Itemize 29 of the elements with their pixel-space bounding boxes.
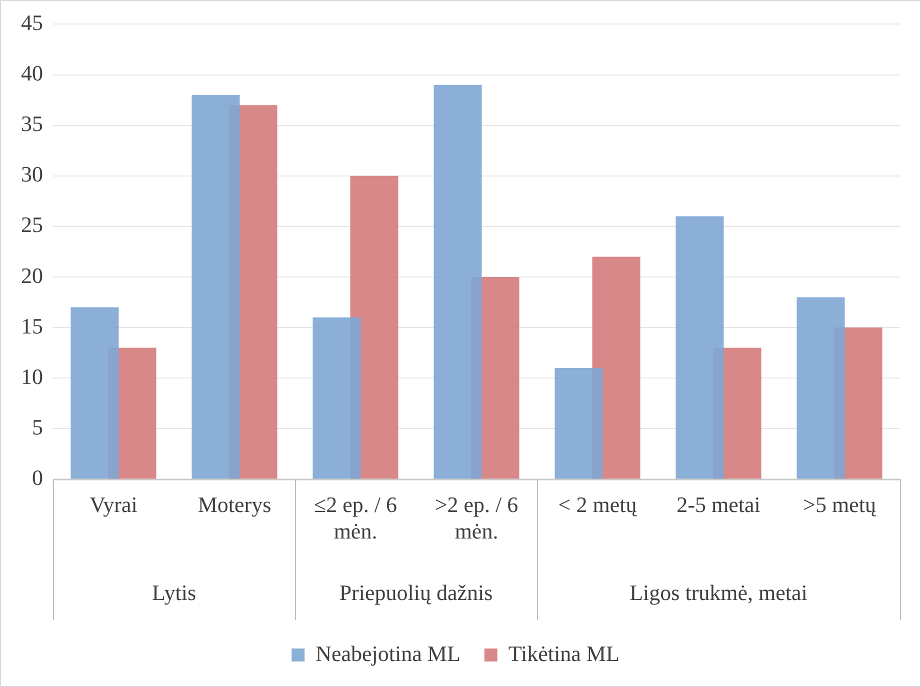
bar xyxy=(312,317,361,479)
bar xyxy=(192,94,240,479)
x-tick-label: >2 ep. / 6 mėn. xyxy=(434,492,518,544)
x-tick-label: Moterys xyxy=(198,492,272,518)
x-tick-label: 2-5 metai xyxy=(676,492,760,518)
text: Ligos trukmė, metai xyxy=(630,580,808,605)
bar xyxy=(70,307,119,479)
bar xyxy=(434,84,482,479)
y-tick-label: 25 xyxy=(21,212,43,238)
text: Lytis xyxy=(152,580,196,605)
y-tick-label: 45 xyxy=(21,10,43,35)
y-tick-label: 40 xyxy=(21,60,43,86)
legend-label: Tikėtina ML xyxy=(508,640,620,666)
bar xyxy=(676,216,724,479)
bar xyxy=(796,297,845,479)
y-tick-label: 35 xyxy=(21,111,43,136)
y-tick-label: 20 xyxy=(21,262,43,288)
x-tick-label: ≤2 ep. / 6 mėn. xyxy=(314,492,397,544)
y-tick-label: 15 xyxy=(21,313,43,338)
y-tick-label: 0 xyxy=(32,464,43,490)
x-tick-label: >5 metų xyxy=(803,492,876,518)
y-tick-label: 30 xyxy=(21,162,43,187)
y-tick-label: 10 xyxy=(21,364,43,389)
x-tick-label: < 2 metų xyxy=(558,492,637,518)
bar xyxy=(554,368,603,479)
legend-label: Neabejotina ML xyxy=(316,640,460,666)
x-tick-label: Vyrai xyxy=(90,492,138,518)
y-tick-label: 5 xyxy=(32,414,43,440)
text: Priepuolių dažnis xyxy=(339,580,493,605)
